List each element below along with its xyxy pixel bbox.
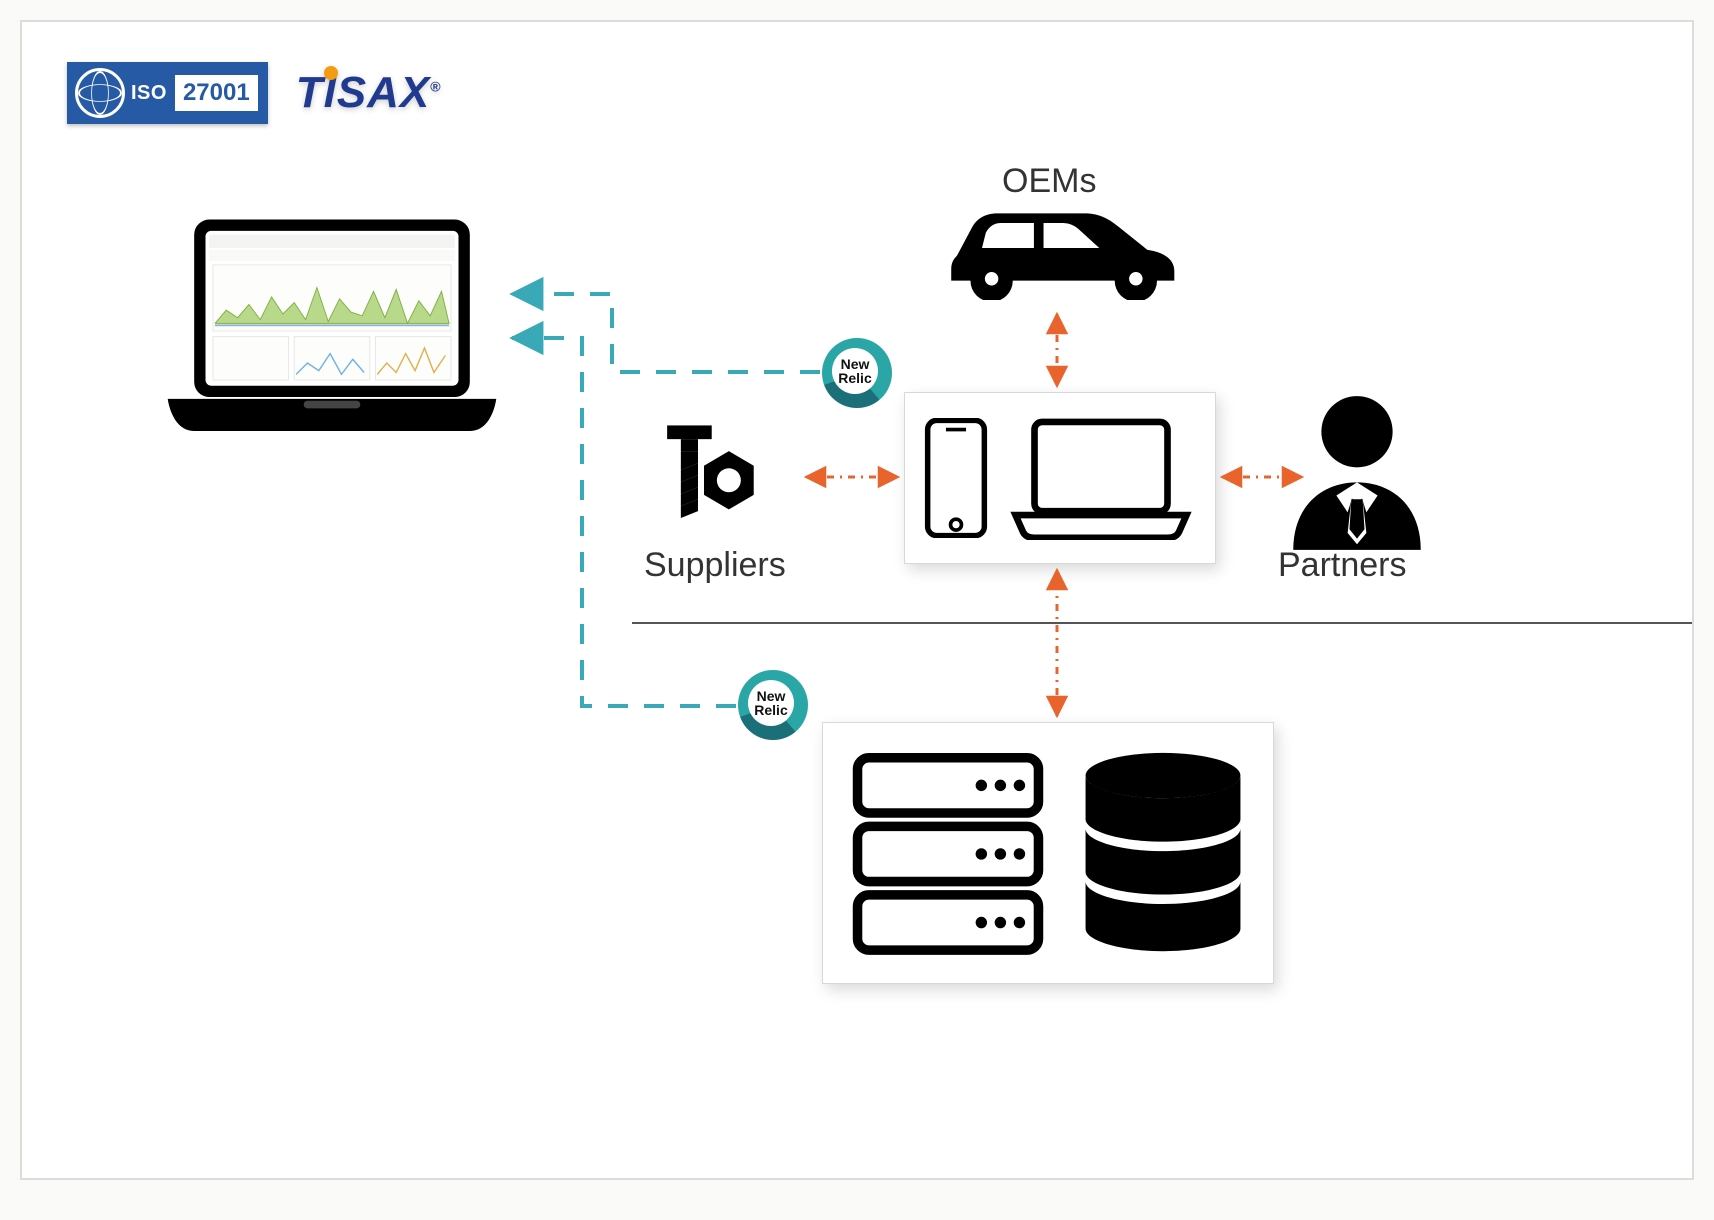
suppliers-node	[662, 420, 782, 532]
cert-logos: ISO 27001 TISAX®	[67, 62, 442, 124]
tisax-badge: TISAX®	[296, 68, 442, 118]
database-icon	[1078, 748, 1248, 958]
monitoring-laptop	[162, 212, 502, 448]
screw-nut-icon	[662, 420, 782, 532]
tisax-text: TISAX	[296, 68, 431, 117]
newrelic-text: NewRelic	[748, 680, 794, 726]
diagram-canvas: ISO 27001 TISAX® OEMs Suppliers Partners	[20, 20, 1694, 1180]
oems-node	[932, 194, 1182, 300]
iso-27001-badge: ISO 27001	[67, 62, 268, 124]
tisax-trademark: ®	[430, 78, 441, 94]
server-rack-icon	[848, 748, 1048, 958]
newrelic-badge-bottom: NewRelic	[738, 670, 808, 740]
person-tie-icon	[1282, 392, 1432, 552]
globe-icon	[75, 68, 125, 118]
tier-divider	[632, 622, 1692, 624]
servers-panel	[822, 722, 1274, 984]
laptop-outline-icon	[1006, 416, 1196, 540]
car-icon	[932, 194, 1182, 300]
iso-number: 27001	[175, 75, 258, 111]
label-suppliers: Suppliers	[644, 546, 786, 585]
smartphone-icon	[924, 418, 988, 538]
laptop-dashboard-icon	[162, 212, 502, 448]
devices-panel	[904, 392, 1216, 564]
connection-overlay	[22, 22, 1696, 1182]
newrelic-text: NewRelic	[832, 348, 878, 394]
iso-prefix: ISO	[131, 83, 167, 103]
newrelic-badge-top: NewRelic	[822, 338, 892, 408]
telemetry-top	[512, 294, 820, 372]
partners-node	[1282, 392, 1432, 552]
tisax-dot-icon	[324, 66, 338, 80]
